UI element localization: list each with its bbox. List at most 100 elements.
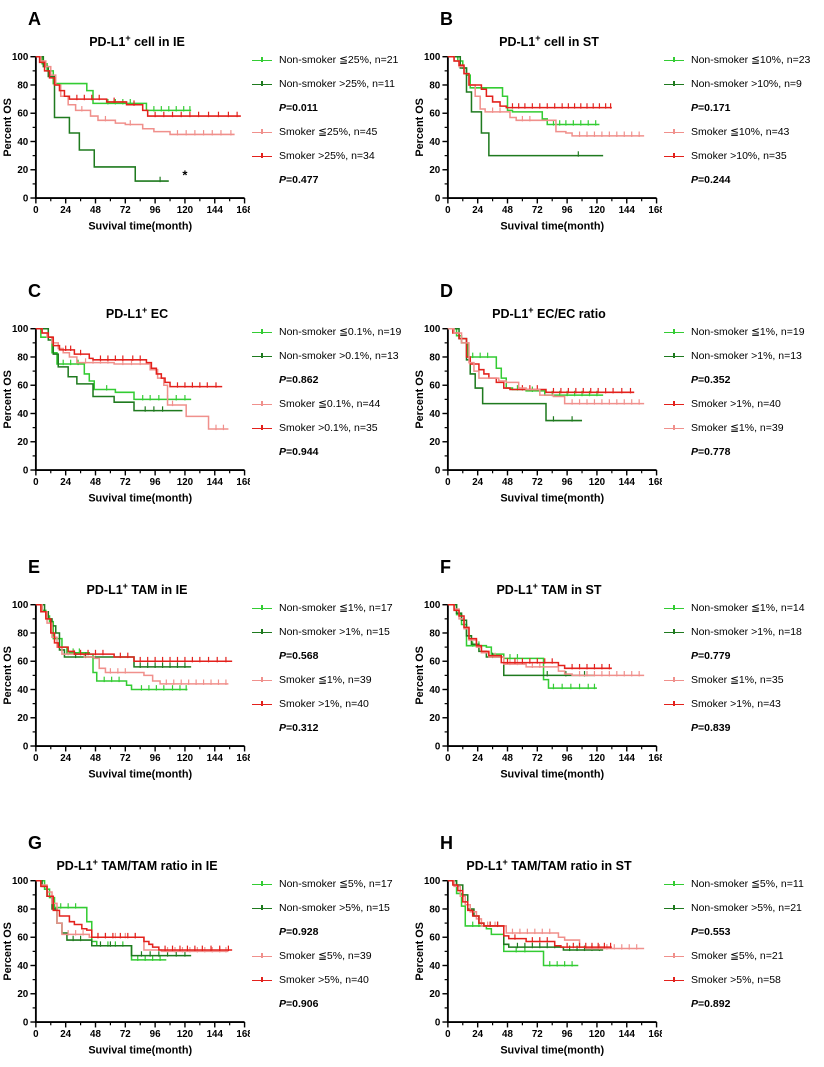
- legend-entry: Smoker ≦1%, n=39: [664, 416, 822, 440]
- legend-entry: Non-smoker ≦0.1%, n=19: [252, 320, 410, 344]
- svg-text:120: 120: [177, 753, 194, 764]
- p-value: P =0.944: [252, 440, 410, 464]
- p-value-label: P: [691, 998, 699, 1010]
- legend-entry: Smoker >0.1%, n=35: [252, 416, 410, 440]
- svg-text:0: 0: [23, 466, 29, 477]
- title-text-rest: cell in IE: [130, 35, 185, 50]
- panel-letter: B: [440, 9, 453, 29]
- legend-entry: Non-smoker >5%, n=15: [252, 896, 410, 920]
- p-value-number: =0.352: [698, 374, 731, 386]
- legend-entry: Non-smoker ≦1%, n=17: [252, 596, 410, 620]
- svg-text:0: 0: [435, 194, 441, 205]
- legend-marker-icon: [252, 152, 272, 161]
- legend-label: Non-smoker >10%, n=9: [691, 78, 802, 90]
- legend-entry: Smoker >25%, n=34: [252, 144, 410, 168]
- svg-text:72: 72: [120, 205, 131, 216]
- svg-text:20: 20: [17, 437, 28, 448]
- legend-marker-icon: [252, 880, 272, 889]
- svg-text:0: 0: [435, 742, 441, 753]
- p-value-label: P: [279, 374, 287, 386]
- svg-text:96: 96: [562, 477, 573, 488]
- legend-marker-icon: [252, 904, 272, 913]
- svg-text:168: 168: [236, 1029, 250, 1040]
- legend-marker-icon: [664, 904, 684, 913]
- chart-legend: Non-smoker ≦1%, n=14 Non-smoker >1%, n=1…: [664, 596, 822, 783]
- panel-letter: C: [28, 281, 41, 301]
- svg-text:60: 60: [17, 933, 28, 944]
- km-survival-chart: 0 24 48 72 96 120 144 168 0 20 40 60 80 100 Suvival ti…: [2, 600, 250, 781]
- panel-title: PD-L1+ TAM in IE: [0, 578, 252, 597]
- svg-text:0: 0: [23, 1018, 29, 1029]
- legend-marker-icon: [252, 56, 272, 65]
- legend-label: Smoker >5%, n=58: [691, 974, 781, 986]
- legend-label: Non-smoker ≦1%, n=17: [279, 602, 393, 614]
- svg-text:48: 48: [90, 753, 101, 764]
- svg-text:0: 0: [445, 477, 451, 488]
- svg-text:0: 0: [23, 194, 29, 205]
- svg-text:20: 20: [17, 989, 28, 1000]
- svg-text:96: 96: [150, 753, 161, 764]
- p-value-number: =0.778: [698, 446, 731, 458]
- svg-text:120: 120: [177, 477, 194, 488]
- svg-text:168: 168: [648, 1029, 662, 1040]
- svg-text:100: 100: [12, 600, 29, 611]
- legend-marker-icon: [252, 328, 272, 337]
- legend-marker-icon: [664, 56, 684, 65]
- svg-text:Suvival time(month): Suvival time(month): [88, 769, 192, 781]
- svg-text:60: 60: [429, 381, 440, 392]
- legend-marker-icon: [252, 604, 272, 613]
- title-text: PD-L1: [56, 859, 93, 874]
- svg-text:120: 120: [589, 1029, 606, 1040]
- svg-text:80: 80: [17, 628, 28, 639]
- panel-letter: E: [28, 557, 41, 577]
- legend-label: Non-smoker ≦10%, n=23: [691, 54, 811, 66]
- legend-marker-icon: [664, 700, 684, 709]
- legend-entry: Non-smoker >1%, n=13: [664, 344, 822, 368]
- svg-text:100: 100: [12, 324, 29, 335]
- svg-text:0: 0: [435, 466, 441, 477]
- km-survival-chart: 0 24 48 72 96 120 144 168 0 20 40 60 80 100 Suvival ti…: [414, 324, 662, 505]
- svg-text:20: 20: [429, 989, 440, 1000]
- svg-text:96: 96: [150, 205, 161, 216]
- legend-label: Smoker ≦10%, n=43: [691, 126, 790, 138]
- legend-marker-icon: [664, 424, 684, 433]
- legend-entry: Non-smoker >25%, n=11: [252, 72, 410, 96]
- legend-label: Non-smoker ≦25%, n=21: [279, 54, 399, 66]
- legend-label: Non-smoker >5%, n=21: [691, 902, 802, 914]
- legend-label: Non-smoker ≦5%, n=11: [691, 878, 804, 890]
- legend-marker-icon: [252, 628, 272, 637]
- svg-text:Suvival time(month): Suvival time(month): [500, 1045, 604, 1057]
- legend-label: Non-smoker >1%, n=15: [279, 626, 390, 638]
- svg-text:144: 144: [207, 205, 224, 216]
- title-text-rest: EC: [147, 307, 169, 322]
- svg-text:Suvival time(month): Suvival time(month): [88, 493, 192, 505]
- legend-label: Non-smoker >1%, n=13: [691, 350, 802, 362]
- svg-text:72: 72: [532, 477, 543, 488]
- svg-text:24: 24: [472, 753, 483, 764]
- legend-label: Non-smoker ≦0.1%, n=19: [279, 326, 402, 338]
- p-value-label: P: [691, 174, 699, 186]
- legend-label: Smoker ≦0.1%, n=44: [279, 398, 381, 410]
- legend-label: Non-smoker ≦1%, n=14: [691, 602, 805, 614]
- svg-text:40: 40: [17, 961, 28, 972]
- legend-entry: Non-smoker ≦5%, n=17: [252, 872, 410, 896]
- legend-entry: Smoker ≦1%, n=35: [664, 668, 822, 692]
- svg-text:40: 40: [429, 137, 440, 148]
- p-value-number: =0.553: [698, 926, 731, 938]
- p-value-label: P: [279, 650, 287, 662]
- legend-entry: Smoker ≦10%, n=43: [664, 120, 822, 144]
- legend-label: Smoker >1%, n=40: [691, 398, 781, 410]
- legend-entry: Non-smoker >1%, n=18: [664, 620, 822, 644]
- svg-text:20: 20: [429, 165, 440, 176]
- legend-marker-icon: [664, 352, 684, 361]
- svg-text:Suvival time(month): Suvival time(month): [500, 493, 604, 505]
- svg-text:168: 168: [236, 753, 250, 764]
- svg-text:48: 48: [502, 205, 513, 216]
- svg-text:80: 80: [17, 352, 28, 363]
- panel-title: PD-L1+ EC/EC ratio: [412, 302, 664, 321]
- p-value-label: P: [691, 926, 699, 938]
- svg-text:60: 60: [17, 381, 28, 392]
- svg-text:100: 100: [424, 600, 441, 611]
- panel-title: PD-L1+ TAM in ST: [412, 578, 664, 597]
- legend-label: Smoker >1%, n=43: [691, 698, 781, 710]
